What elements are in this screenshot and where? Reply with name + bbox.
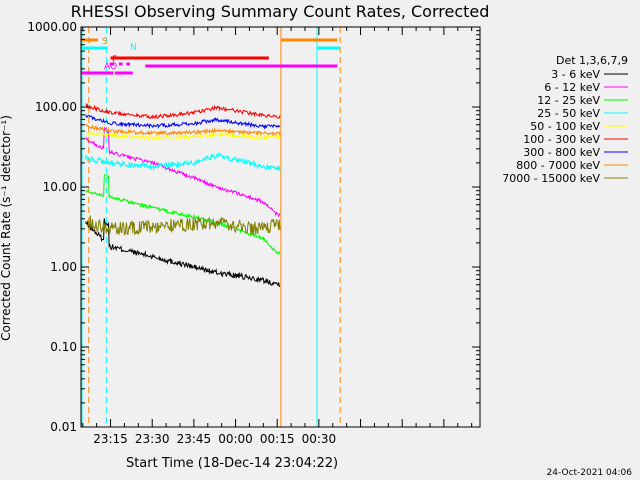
legend-label: 25 - 50 keV bbox=[537, 107, 600, 120]
plot-frame bbox=[80, 26, 481, 428]
flag-label: N bbox=[130, 43, 137, 53]
timestamp: 24-Oct-2021 04:06 bbox=[547, 468, 633, 478]
chart-title: RHESSI Observing Summary Count Rates, Co… bbox=[71, 2, 490, 21]
legend-label: 12 - 25 keV bbox=[537, 94, 600, 107]
x-tick-label: 23:45 bbox=[177, 432, 212, 446]
plot-area: S N FAO 0.01 0.10 1.00 10.00 100.00 1000.00 23:15… bbox=[27, 20, 481, 446]
series-line bbox=[85, 151, 281, 172]
legend-label: 50 - 100 keV bbox=[530, 120, 600, 133]
x-tick-label: 23:30 bbox=[135, 432, 170, 446]
series-line bbox=[85, 215, 281, 236]
x-tick-label: 00:15 bbox=[260, 432, 295, 446]
legend-label: 6 - 12 keV bbox=[544, 81, 600, 94]
legend-label: 100 - 300 keV bbox=[523, 133, 600, 146]
y-tick-label: 0.01 bbox=[50, 420, 77, 434]
legend-label: 3 - 6 keV bbox=[551, 68, 600, 81]
flag-label: F bbox=[112, 55, 117, 65]
series-line bbox=[85, 103, 281, 120]
y-tick-label: 100.00 bbox=[35, 100, 77, 114]
legend-label: 7000 - 15000 keV bbox=[502, 172, 600, 185]
y-tick-label: 1000.00 bbox=[27, 20, 77, 34]
series-line bbox=[85, 114, 281, 131]
legend-title: Det 1,3,6,7,9 bbox=[556, 54, 628, 67]
y-axis-label: Corrected Count Rate (s⁻¹ detector⁻¹) bbox=[0, 115, 13, 341]
series-line bbox=[85, 127, 281, 218]
y-tick-label: 10.00 bbox=[43, 180, 77, 194]
x-tick-label: 00:00 bbox=[218, 432, 253, 446]
x-axis-label: Start Time (18-Dec-14 23:04:22) bbox=[126, 456, 338, 471]
flag-label: S bbox=[102, 37, 108, 47]
series-line bbox=[85, 218, 281, 288]
legend-label: 300 - 800 keV bbox=[523, 146, 600, 159]
series-line bbox=[85, 123, 281, 137]
y-tick-label: 1.00 bbox=[50, 260, 77, 274]
x-tick-label: 00:30 bbox=[302, 432, 337, 446]
series-line bbox=[85, 173, 280, 256]
legend-label: 800 - 7000 keV bbox=[516, 159, 600, 172]
series-line bbox=[85, 131, 281, 141]
flag-label: AO bbox=[104, 62, 117, 72]
y-tick-label: 0.10 bbox=[50, 340, 77, 354]
x-tick-label: 23:15 bbox=[93, 432, 128, 446]
